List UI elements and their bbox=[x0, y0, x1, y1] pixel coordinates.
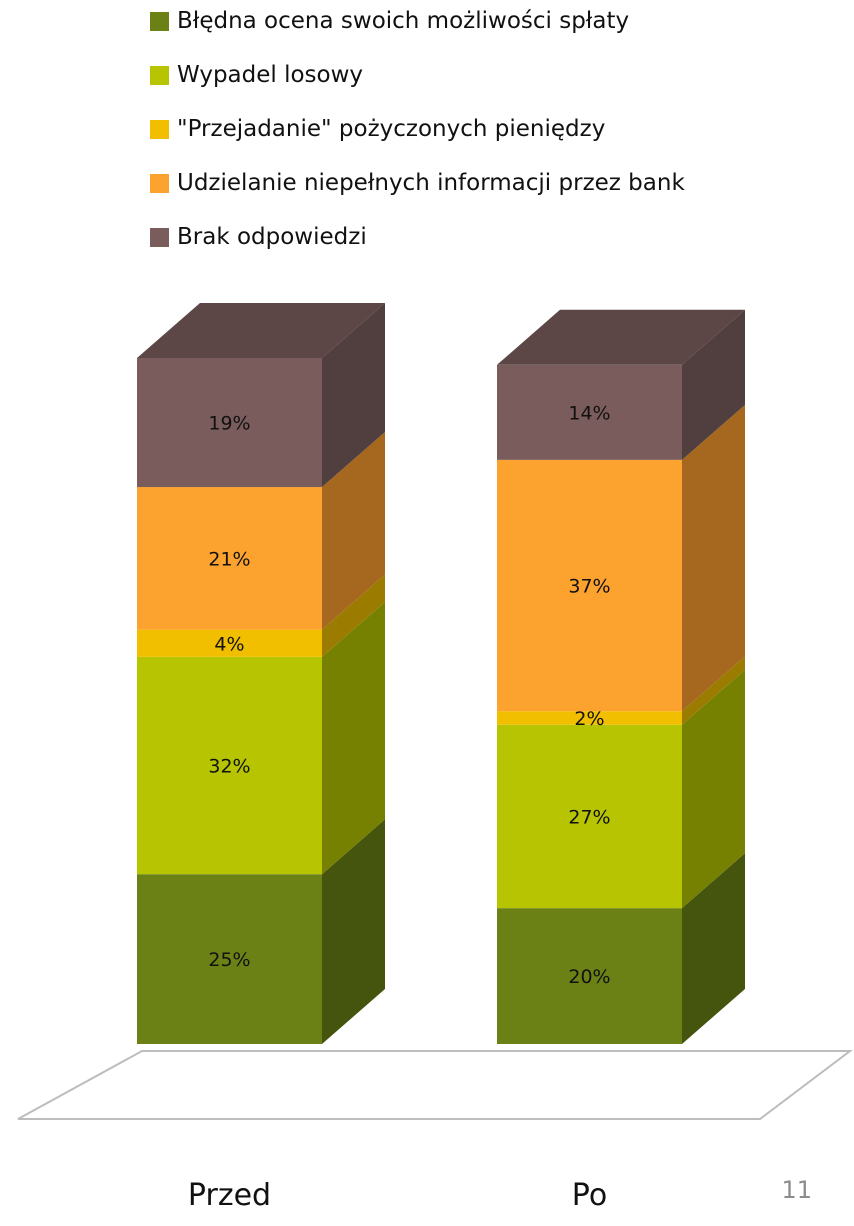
legend-item: Błędna ocena swoich możliwości spłaty bbox=[150, 1, 629, 41]
floor-plane bbox=[17, 1050, 853, 1120]
data-label: 14% bbox=[568, 402, 610, 424]
legend-label: Wypadel losowy bbox=[177, 62, 364, 88]
legend-swatch bbox=[150, 119, 169, 139]
data-label: 27% bbox=[568, 806, 610, 828]
bar-front bbox=[497, 908, 682, 1044]
bar-side bbox=[682, 309, 745, 460]
bar-side bbox=[682, 669, 745, 909]
bar-front bbox=[497, 724, 682, 909]
legend-swatch bbox=[150, 227, 169, 247]
bar-front bbox=[497, 711, 682, 725]
bar-segment bbox=[137, 819, 385, 1044]
bar-segment bbox=[137, 601, 385, 875]
bar-front bbox=[137, 656, 322, 875]
category-label: Przed bbox=[188, 1178, 271, 1213]
legend-swatch bbox=[150, 173, 169, 193]
data-label: 32% bbox=[208, 756, 250, 778]
data-label: 19% bbox=[208, 413, 250, 435]
legend-swatch bbox=[150, 65, 169, 85]
bar-side bbox=[682, 853, 745, 1044]
bar-side bbox=[322, 819, 385, 1044]
data-label: 20% bbox=[568, 966, 610, 988]
bar-segment bbox=[497, 853, 745, 1044]
legend-swatch bbox=[150, 11, 169, 31]
legend-label: "Przejadanie" pożyczonych pieniędzy bbox=[177, 116, 606, 142]
legend-item: Udzielanie niepełnych informacji przez b… bbox=[150, 163, 685, 203]
data-label: 2% bbox=[574, 708, 604, 730]
data-label: 21% bbox=[208, 548, 250, 570]
data-label: 4% bbox=[214, 633, 244, 655]
chart-floor bbox=[17, 1050, 853, 1120]
legend-label: Udzielanie niepełnych informacji przez b… bbox=[177, 170, 685, 196]
bar-side bbox=[322, 303, 385, 488]
bar-segment bbox=[137, 574, 385, 657]
bar-segment bbox=[497, 309, 745, 460]
legend-label: Błędna ocena swoich możliwości spłaty bbox=[177, 8, 630, 34]
bar-side bbox=[322, 601, 385, 875]
data-label: 37% bbox=[568, 576, 610, 598]
legend-label: Brak odpowiedzi bbox=[177, 224, 367, 250]
legend-item: Wypadel losowy bbox=[150, 55, 363, 95]
bar-segment bbox=[497, 669, 745, 909]
bar-top bbox=[137, 303, 385, 358]
data-label: 25% bbox=[208, 949, 250, 971]
bar-side bbox=[682, 404, 745, 712]
page-number: 11 bbox=[781, 1176, 812, 1204]
bar-side bbox=[682, 656, 745, 725]
bar-front bbox=[137, 874, 322, 1044]
bar-front bbox=[137, 358, 322, 488]
bar-segment bbox=[497, 656, 745, 725]
bar-segment bbox=[137, 432, 385, 630]
legend-item: "Przejadanie" pożyczonych pieniędzy bbox=[150, 109, 605, 149]
bar-front bbox=[137, 629, 322, 657]
legend-item: Brak odpowiedzi bbox=[150, 217, 367, 257]
bar-side bbox=[322, 574, 385, 657]
category-label: Po bbox=[572, 1178, 607, 1213]
bar-front bbox=[497, 364, 682, 460]
bar-segment bbox=[137, 303, 385, 488]
bar-segment bbox=[497, 404, 745, 712]
bar-front bbox=[497, 459, 682, 712]
bar-front bbox=[137, 487, 322, 630]
bar-side bbox=[322, 432, 385, 630]
bar-top bbox=[497, 309, 745, 365]
